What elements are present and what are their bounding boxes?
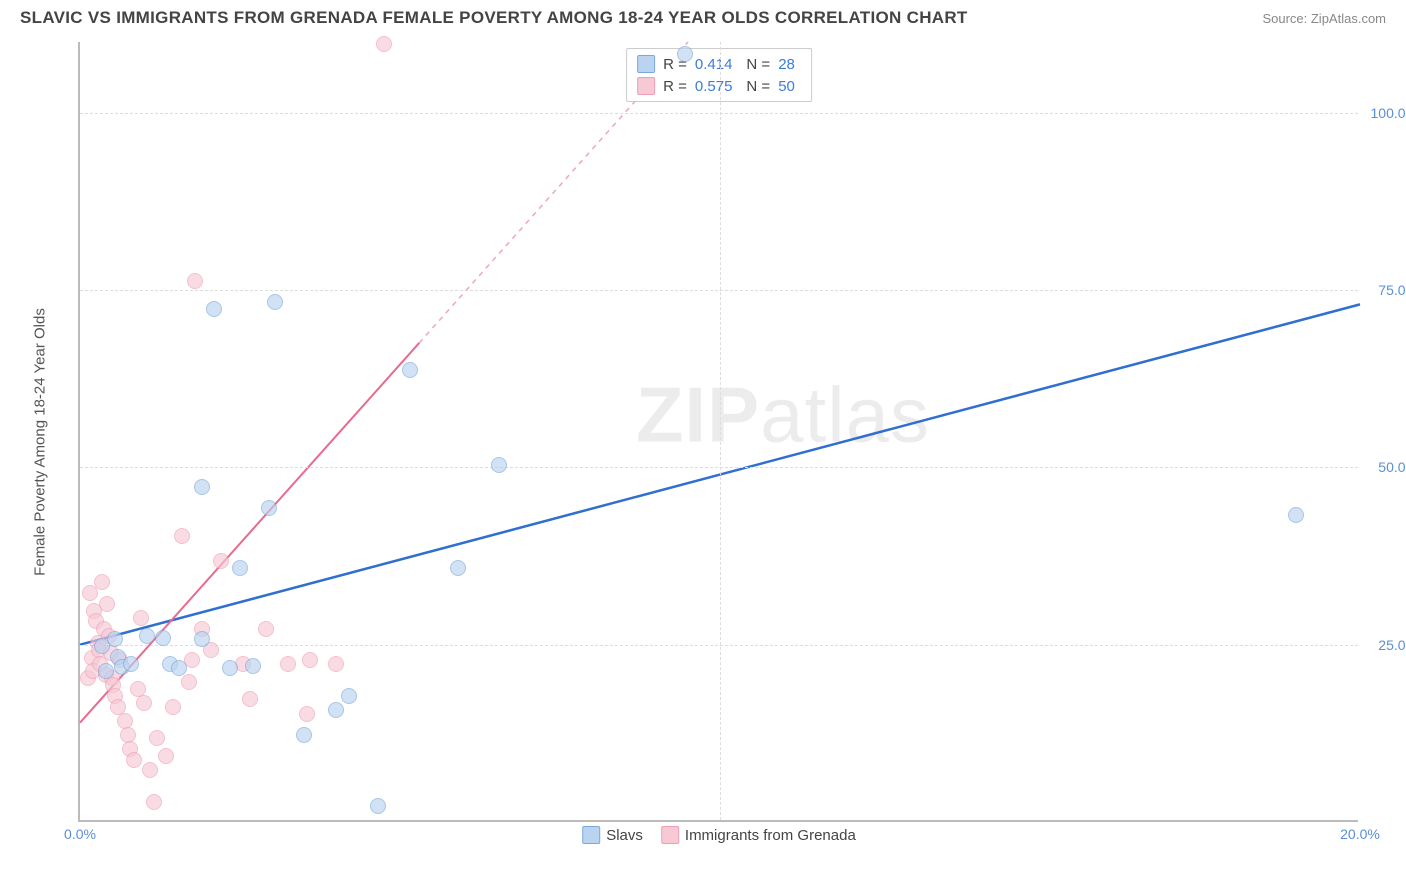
data-point (155, 630, 171, 646)
n-value: 50 (778, 78, 795, 95)
data-point (296, 727, 312, 743)
data-point (245, 658, 261, 674)
data-point (677, 46, 693, 62)
data-point (171, 660, 187, 676)
data-point (328, 656, 344, 672)
data-point (99, 596, 115, 612)
legend-swatch (637, 55, 655, 73)
n-label: N = (746, 56, 770, 73)
legend-series: Slavs Immigrants from Grenada (582, 826, 856, 844)
data-point (328, 702, 344, 718)
grid-line-h (80, 467, 1358, 468)
data-point (206, 301, 222, 317)
y-tick-label: 50.0% (1378, 459, 1406, 475)
data-point (299, 706, 315, 722)
data-point (126, 752, 142, 768)
data-point (142, 762, 158, 778)
data-point (136, 695, 152, 711)
y-tick-label: 75.0% (1378, 282, 1406, 298)
data-point (146, 794, 162, 810)
data-point (187, 273, 203, 289)
legend-label: Slavs (606, 827, 643, 844)
data-point (450, 560, 466, 576)
data-point (194, 479, 210, 495)
data-point (107, 631, 123, 647)
data-point (133, 610, 149, 626)
legend-swatch (661, 826, 679, 844)
data-point (149, 730, 165, 746)
data-point (98, 663, 114, 679)
r-value: 0.414 (695, 56, 733, 73)
r-value: 0.575 (695, 78, 733, 95)
grid-line-h (80, 290, 1358, 291)
chart-title: SLAVIC VS IMMIGRANTS FROM GRENADA FEMALE… (20, 8, 968, 28)
legend-swatch (582, 826, 600, 844)
data-point (181, 674, 197, 690)
data-point (376, 36, 392, 52)
y-tick-label: 100.0% (1371, 105, 1406, 121)
y-axis-label: Female Poverty Among 18-24 Year Olds (32, 308, 49, 576)
data-point (213, 553, 229, 569)
data-point (174, 528, 190, 544)
legend-stat-row: R = 0.575 N = 50 (637, 75, 801, 97)
y-tick-label: 25.0% (1378, 637, 1406, 653)
source-label: Source: ZipAtlas.com (1262, 11, 1386, 26)
legend-label: Immigrants from Grenada (685, 827, 856, 844)
data-point (258, 621, 274, 637)
legend-item: Immigrants from Grenada (661, 826, 856, 844)
scatter-plot: ZIPatlas R =0.414N =28R =0.575N =50 Slav… (78, 42, 1358, 822)
data-point (123, 656, 139, 672)
grid-line-h (80, 113, 1358, 114)
legend-item: Slavs (582, 826, 643, 844)
data-point (94, 574, 110, 590)
x-tick-label: 0.0% (64, 826, 96, 842)
data-point (491, 457, 507, 473)
grid-line-v (720, 42, 721, 820)
data-point (1288, 507, 1304, 523)
legend-stats: R = 0.414 N = 28 R = 0.575 N = 50 (626, 48, 812, 102)
title-bar: SLAVIC VS IMMIGRANTS FROM GRENADA FEMALE… (0, 0, 1406, 32)
chart-area: Female Poverty Among 18-24 Year Olds ZIP… (50, 42, 1390, 842)
data-point (302, 652, 318, 668)
data-point (242, 691, 258, 707)
data-point (402, 362, 418, 378)
data-point (194, 631, 210, 647)
data-point (165, 699, 181, 715)
n-label: N = (746, 78, 770, 95)
legend-swatch (637, 77, 655, 95)
trend-lines (80, 42, 1358, 820)
n-value: 28 (778, 56, 795, 73)
data-point (267, 294, 283, 310)
data-point (370, 798, 386, 814)
data-point (158, 748, 174, 764)
data-point (139, 628, 155, 644)
data-point (232, 560, 248, 576)
grid-line-h (80, 645, 1358, 646)
data-point (222, 660, 238, 676)
data-point (280, 656, 296, 672)
data-point (341, 688, 357, 704)
data-point (261, 500, 277, 516)
legend-stat-row: R =0.414N =28 (637, 53, 801, 75)
r-label: R = (663, 78, 687, 95)
x-tick-label: 20.0% (1340, 826, 1380, 842)
